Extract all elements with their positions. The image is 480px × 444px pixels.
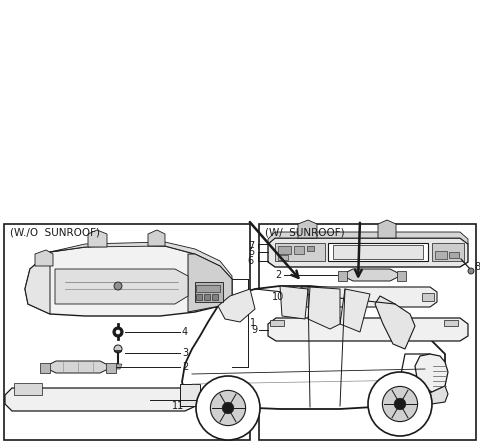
Polygon shape <box>268 238 468 267</box>
Polygon shape <box>345 269 398 281</box>
Polygon shape <box>375 296 415 349</box>
Circle shape <box>222 402 234 414</box>
Circle shape <box>368 372 432 436</box>
Text: (W./O  SUNROOF): (W./O SUNROOF) <box>10 228 100 238</box>
Polygon shape <box>35 250 53 266</box>
Text: 10: 10 <box>272 292 284 302</box>
Text: 2: 2 <box>182 362 188 372</box>
Bar <box>270 320 284 326</box>
Bar <box>14 383 42 395</box>
Text: 2: 2 <box>276 270 282 280</box>
Polygon shape <box>295 287 437 307</box>
Circle shape <box>116 330 120 334</box>
Bar <box>204 294 210 300</box>
Bar <box>180 384 200 406</box>
Bar <box>106 363 116 373</box>
Circle shape <box>468 268 474 274</box>
Bar <box>333 245 423 259</box>
Polygon shape <box>390 354 440 402</box>
Polygon shape <box>340 289 370 332</box>
Polygon shape <box>268 318 468 341</box>
Bar <box>212 294 218 300</box>
Bar <box>196 285 220 292</box>
Polygon shape <box>268 232 468 244</box>
Bar <box>397 271 406 281</box>
Polygon shape <box>298 220 317 238</box>
Circle shape <box>113 327 123 337</box>
Circle shape <box>394 398 406 410</box>
Polygon shape <box>275 243 325 261</box>
Polygon shape <box>148 230 165 246</box>
Text: 8: 8 <box>474 262 480 272</box>
Bar <box>307 246 314 251</box>
Bar <box>435 251 447 259</box>
Polygon shape <box>114 364 122 369</box>
Polygon shape <box>88 230 107 247</box>
Polygon shape <box>182 286 445 409</box>
Circle shape <box>114 282 122 290</box>
Bar <box>278 246 291 254</box>
Bar <box>40 363 50 373</box>
Polygon shape <box>25 244 232 316</box>
Bar <box>432 243 464 261</box>
Bar <box>328 243 428 261</box>
Bar <box>422 293 434 301</box>
Polygon shape <box>398 386 448 406</box>
Polygon shape <box>5 388 200 411</box>
Bar <box>259 224 476 440</box>
Text: 1: 1 <box>250 318 256 328</box>
Circle shape <box>383 386 418 422</box>
Text: (W/  SUNROOF): (W/ SUNROOF) <box>265 228 345 238</box>
Bar <box>449 252 459 258</box>
Polygon shape <box>50 242 232 279</box>
Bar <box>278 255 288 260</box>
Bar <box>444 320 458 326</box>
Circle shape <box>196 376 260 440</box>
Bar <box>338 271 347 281</box>
Bar <box>196 294 202 300</box>
Polygon shape <box>378 220 396 238</box>
Text: 3: 3 <box>182 348 188 358</box>
Circle shape <box>114 345 122 353</box>
Polygon shape <box>188 254 232 312</box>
Polygon shape <box>55 269 188 304</box>
Bar <box>294 246 304 254</box>
Text: 5: 5 <box>248 247 254 257</box>
Polygon shape <box>48 361 108 373</box>
Text: 9: 9 <box>251 325 257 335</box>
Circle shape <box>210 390 246 426</box>
Polygon shape <box>25 252 50 314</box>
Bar <box>195 282 223 302</box>
Polygon shape <box>280 286 308 319</box>
Text: 6: 6 <box>248 256 254 266</box>
Polygon shape <box>308 287 340 329</box>
Text: 11: 11 <box>172 401 184 411</box>
Polygon shape <box>218 289 255 322</box>
Bar <box>4 224 250 440</box>
Polygon shape <box>415 354 448 392</box>
Text: 4: 4 <box>182 327 188 337</box>
Text: 7: 7 <box>248 241 254 251</box>
